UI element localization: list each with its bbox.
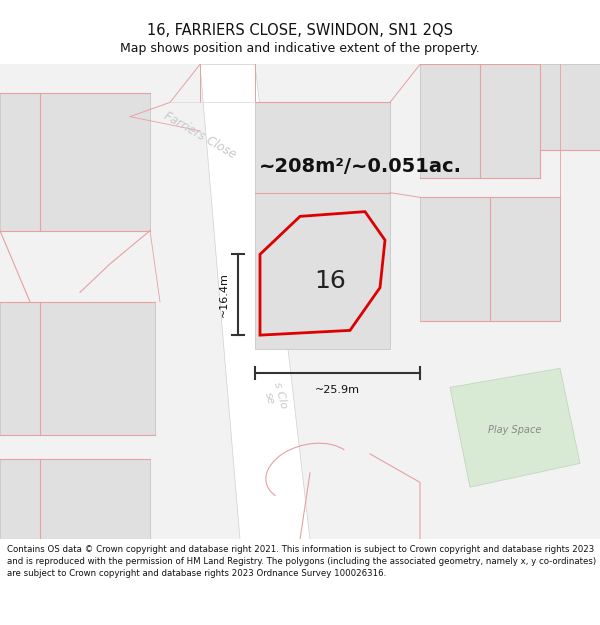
Text: Farriers Close: Farriers Close	[161, 110, 238, 161]
Text: ~16.4m: ~16.4m	[219, 272, 229, 317]
Polygon shape	[420, 198, 560, 321]
Text: ~25.9m: ~25.9m	[315, 385, 360, 395]
Text: Contains OS data © Crown copyright and database right 2021. This information is : Contains OS data © Crown copyright and d…	[7, 545, 596, 578]
Polygon shape	[0, 459, 150, 539]
Polygon shape	[0, 64, 600, 539]
Polygon shape	[540, 64, 600, 150]
Polygon shape	[255, 102, 390, 192]
Polygon shape	[450, 368, 580, 487]
Text: Map shows position and indicative extent of the property.: Map shows position and indicative extent…	[120, 42, 480, 55]
Polygon shape	[0, 93, 150, 231]
Text: 16, FARRIERS CLOSE, SWINDON, SN1 2QS: 16, FARRIERS CLOSE, SWINDON, SN1 2QS	[147, 23, 453, 38]
Text: ~208m²/~0.051ac.: ~208m²/~0.051ac.	[259, 158, 461, 176]
Polygon shape	[255, 192, 390, 349]
Text: s Clo
se: s Clo se	[261, 381, 289, 412]
Polygon shape	[0, 302, 155, 435]
Text: Play Space: Play Space	[488, 425, 542, 435]
Polygon shape	[200, 64, 310, 539]
Text: 16: 16	[314, 269, 346, 293]
Polygon shape	[420, 64, 540, 178]
